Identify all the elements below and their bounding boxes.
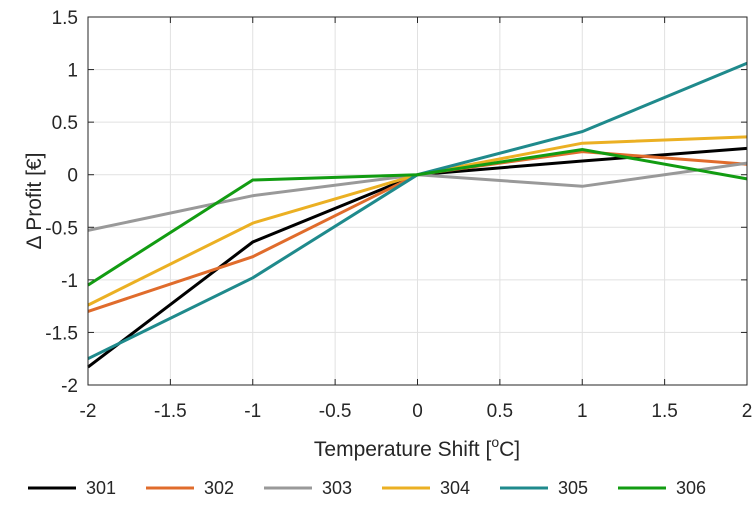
x-tick-labels: -2 -1.5 -1 -0.5 0 0.5 1 1.5 2 bbox=[80, 401, 753, 422]
x-axis-title: Temperature Shift [oC] bbox=[314, 434, 520, 461]
legend-label-302: 302 bbox=[204, 478, 234, 498]
x-tick-label: -2 bbox=[80, 401, 97, 422]
legend-label-306: 306 bbox=[676, 478, 706, 498]
x-tick-label: 1 bbox=[577, 401, 588, 422]
legend: 301 302 303 304 305 306 bbox=[28, 478, 706, 498]
series-line-306 bbox=[87, 147, 748, 287]
x-axis-title-superscript: o bbox=[491, 434, 499, 450]
y-tick-labels: -2 -1.5 -1 -0.5 0 0.5 1 1.5 bbox=[45, 8, 78, 397]
legend-label-303: 303 bbox=[322, 478, 352, 498]
legend-label-305: 305 bbox=[558, 478, 588, 498]
y-tick-label: 0.5 bbox=[52, 113, 78, 134]
y-tick-label: 0 bbox=[67, 166, 78, 187]
legend-label-301: 301 bbox=[86, 478, 116, 498]
x-tick-label: 1.5 bbox=[651, 401, 677, 422]
ticks bbox=[87, 16, 748, 386]
y-tick-label: 1 bbox=[67, 61, 78, 82]
x-tick-label: 0 bbox=[412, 401, 423, 422]
series-lines bbox=[87, 61, 748, 369]
x-tick-label: -1.5 bbox=[154, 401, 187, 422]
y-tick-label: -1.5 bbox=[45, 323, 78, 344]
x-tick-label: -0.5 bbox=[319, 401, 352, 422]
x-axis-title-unit: C] bbox=[499, 438, 520, 461]
x-tick-label: 2 bbox=[742, 401, 753, 422]
legend-label-304: 304 bbox=[440, 478, 470, 498]
y-tick-label: 1.5 bbox=[52, 8, 78, 29]
y-axis-title: Δ Profit [€] bbox=[23, 153, 46, 250]
y-tick-label: -1 bbox=[61, 271, 78, 292]
y-tick-label: -2 bbox=[61, 376, 78, 397]
x-tick-label: 0.5 bbox=[487, 401, 513, 422]
x-tick-label: -1 bbox=[244, 401, 261, 422]
y-tick-label: -0.5 bbox=[45, 218, 78, 239]
